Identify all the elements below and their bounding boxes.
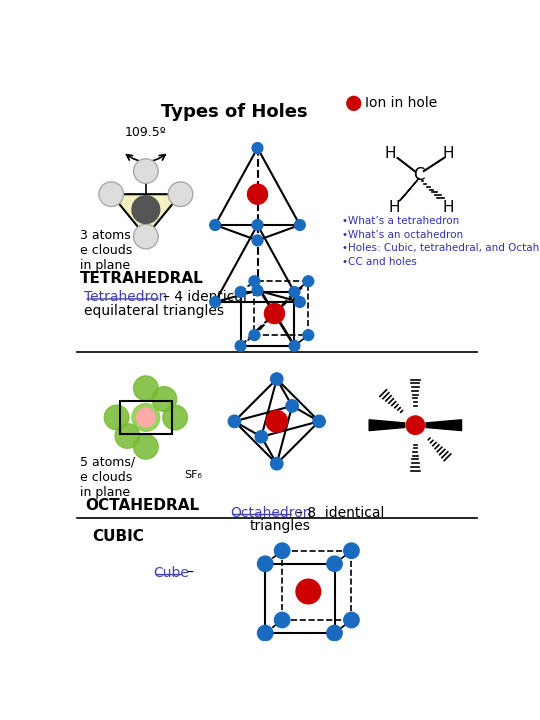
Circle shape [294, 220, 305, 230]
Text: •What’s an octahedron: •What’s an octahedron [342, 230, 463, 240]
Circle shape [115, 423, 140, 449]
Circle shape [289, 341, 300, 351]
Text: •Holes: Cubic, tetrahedral, and Octahedral: •Holes: Cubic, tetrahedral, and Octahedr… [342, 243, 540, 253]
Circle shape [255, 431, 267, 443]
Circle shape [303, 276, 314, 287]
Circle shape [344, 612, 359, 628]
Circle shape [252, 220, 263, 230]
Circle shape [303, 330, 314, 341]
Polygon shape [369, 420, 404, 431]
Circle shape [406, 416, 424, 434]
Circle shape [327, 556, 342, 572]
Circle shape [313, 415, 325, 428]
Circle shape [327, 626, 342, 641]
Text: •CC and holes: •CC and holes [342, 257, 417, 267]
Text: equilateral triangles: equilateral triangles [84, 304, 224, 318]
Text: H: H [388, 199, 400, 215]
Text: C: C [414, 166, 425, 184]
Text: Types of Holes: Types of Holes [161, 104, 308, 122]
Polygon shape [111, 194, 180, 237]
Circle shape [265, 304, 285, 323]
Circle shape [252, 285, 263, 296]
Circle shape [258, 626, 273, 641]
Circle shape [210, 297, 220, 307]
Circle shape [271, 373, 283, 385]
Circle shape [168, 182, 193, 207]
Text: 5 atoms/
e clouds
in plane: 5 atoms/ e clouds in plane [80, 456, 136, 499]
Text: H: H [443, 146, 454, 161]
Text: Tetrahedron: Tetrahedron [84, 290, 167, 305]
Circle shape [163, 405, 187, 430]
Circle shape [286, 400, 298, 412]
Text: CUBIC: CUBIC [92, 529, 144, 544]
Circle shape [252, 143, 263, 153]
Circle shape [344, 543, 359, 559]
Circle shape [249, 330, 260, 341]
Polygon shape [399, 178, 419, 201]
Circle shape [152, 387, 177, 411]
Circle shape [252, 235, 263, 246]
Circle shape [104, 405, 129, 430]
Text: Ion in hole: Ion in hole [365, 96, 437, 110]
Circle shape [294, 297, 305, 307]
Text: TETRAHEDRAL: TETRAHEDRAL [80, 271, 204, 286]
Text: •What’s a tetrahedron: •What’s a tetrahedron [342, 216, 460, 226]
Circle shape [235, 287, 246, 297]
Text: H: H [384, 146, 396, 161]
Circle shape [137, 408, 155, 427]
Circle shape [133, 224, 158, 249]
Circle shape [99, 182, 124, 207]
Circle shape [258, 556, 273, 572]
Circle shape [271, 457, 283, 470]
Circle shape [210, 220, 220, 230]
Circle shape [347, 96, 361, 110]
Circle shape [266, 410, 287, 432]
Text: OCTAHEDRAL: OCTAHEDRAL [85, 498, 199, 513]
Circle shape [228, 415, 240, 428]
Text: 3 atoms
e clouds
in plane: 3 atoms e clouds in plane [80, 229, 133, 272]
Text: 109.5º: 109.5º [125, 126, 167, 139]
Text: Cube: Cube [153, 566, 190, 580]
Circle shape [289, 287, 300, 297]
Circle shape [235, 341, 246, 351]
Circle shape [249, 276, 260, 287]
Circle shape [133, 376, 158, 400]
Text: triangles: triangles [250, 519, 310, 533]
Text: Octahedron: Octahedron [231, 506, 312, 520]
Circle shape [132, 404, 160, 431]
Text: – 8  identical: – 8 identical [296, 506, 384, 520]
Circle shape [274, 543, 290, 559]
Circle shape [274, 612, 290, 628]
Polygon shape [426, 420, 462, 431]
Text: –: – [187, 566, 193, 580]
Circle shape [247, 184, 267, 204]
Text: – 4 identical: – 4 identical [163, 290, 247, 305]
Circle shape [133, 159, 158, 184]
Text: H: H [443, 199, 454, 215]
Circle shape [132, 196, 160, 223]
Circle shape [296, 579, 321, 604]
Text: SF₆: SF₆ [184, 470, 202, 480]
Circle shape [133, 434, 158, 459]
